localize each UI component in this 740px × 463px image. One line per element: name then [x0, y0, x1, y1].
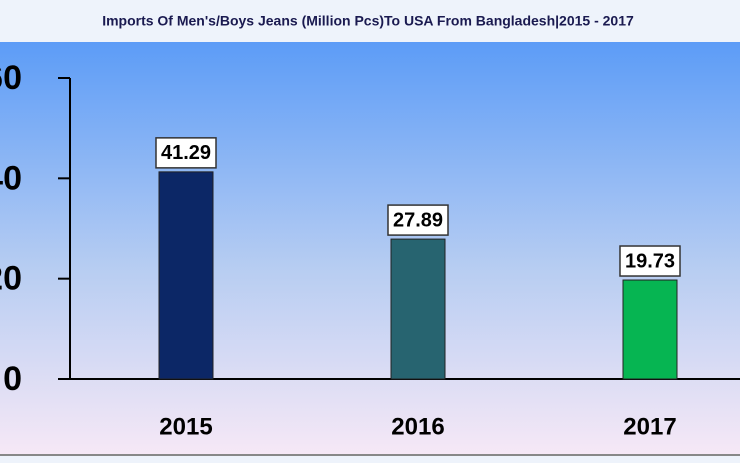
value-label: 41.29: [161, 142, 211, 164]
value-label: 27.89: [393, 209, 443, 231]
y-tick-label: 0: [3, 360, 22, 398]
y-tick-label: 20: [0, 260, 22, 298]
y-tick-label: 60: [0, 59, 22, 97]
bar: [622, 279, 678, 380]
value-label-box: [155, 137, 217, 169]
x-tick-label: 2017: [623, 413, 676, 440]
value-label-box: [619, 245, 681, 277]
bar: [158, 171, 214, 380]
chart-title: Imports Of Men's/Boys Jeans (Million Pcs…: [102, 13, 634, 29]
x-tick-label: 2016: [391, 413, 444, 440]
y-tick-label: 40: [0, 159, 22, 197]
x-tick-label: 2015: [159, 413, 212, 440]
value-label-box: [387, 204, 449, 236]
plot-background: [0, 42, 740, 454]
value-label: 19.73: [625, 250, 675, 272]
bar: [390, 238, 446, 380]
